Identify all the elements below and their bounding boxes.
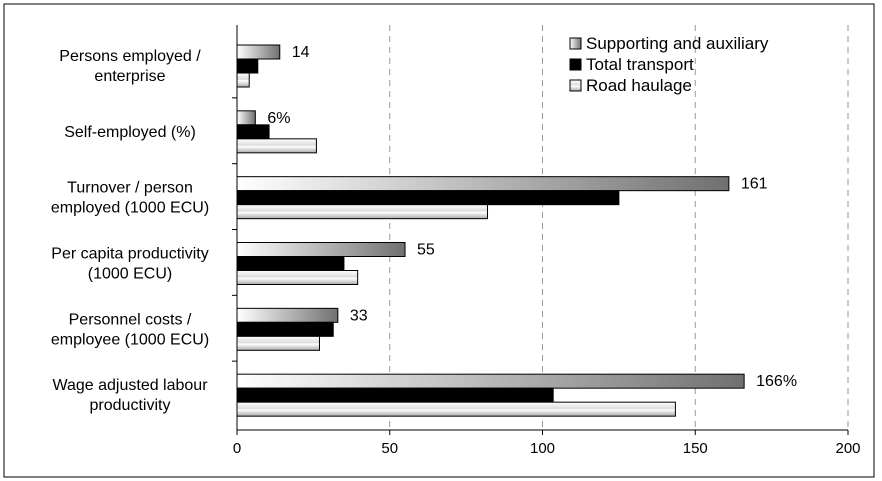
bar-supporting-and-auxiliary: [236, 242, 406, 257]
legend-swatch: [569, 37, 582, 50]
x-tick-label: 200: [835, 440, 860, 457]
data-label: 166%: [756, 373, 797, 390]
legend-label: Supporting and auxiliary: [586, 34, 769, 53]
data-label: 33: [350, 307, 368, 324]
legend-swatch: [569, 79, 582, 92]
bars: [236, 44, 745, 417]
legend-swatch: [569, 58, 582, 71]
category-label: (1000 ECU): [88, 266, 172, 283]
bar-supporting-and-auxiliary: [236, 44, 281, 60]
bar-supporting-and-auxiliary: [236, 373, 745, 389]
x-tick-label: 150: [683, 440, 708, 457]
bar-total-transport: [236, 190, 620, 206]
category-labels: Persons employed / enterprise Self-employe…: [51, 48, 209, 414]
x-tick-label: 0: [233, 440, 241, 457]
bar-total-transport: [236, 321, 334, 337]
category-label: Persons employed /: [59, 48, 201, 65]
category-label: productivity: [90, 397, 171, 414]
category-label: Per capita productivity: [51, 246, 208, 263]
category-label: employee (1000 ECU): [51, 331, 209, 348]
data-label: 14: [292, 44, 310, 61]
data-label: 6%: [267, 110, 290, 127]
bar-road-haulage: [236, 138, 317, 154]
data-label: 161: [741, 176, 768, 193]
bar-total-transport: [236, 256, 345, 271]
category-label: Wage adjusted labour: [52, 377, 208, 394]
bar-supporting-and-auxiliary: [236, 176, 730, 192]
bar-road-haulage: [236, 401, 676, 417]
category-label: Personnel costs /: [69, 311, 192, 328]
legend-label: Road haulage: [586, 76, 692, 95]
legend-label: Total transport: [586, 55, 694, 74]
data-labels: 14 6% 161 55 33 166%: [267, 44, 797, 390]
bar-road-haulage: [236, 204, 489, 220]
legend: Supporting and auxiliary Total transport R…: [569, 34, 769, 95]
category-label: employed (1000 ECU): [51, 200, 209, 217]
x-tick-label: 100: [530, 440, 555, 457]
category-label: enterprise: [94, 68, 165, 85]
bar-road-haulage: [236, 270, 359, 285]
x-tick-labels: 0 50 100 150 200: [233, 440, 861, 457]
category-label: Self-employed (%): [64, 124, 196, 141]
bar-road-haulage: [236, 72, 250, 88]
bar-total-transport: [236, 58, 259, 74]
bar-road-haulage: [236, 335, 320, 351]
category-label: Turnover / person: [67, 180, 193, 197]
gridlines: [389, 25, 849, 430]
bar-total-transport: [236, 387, 554, 403]
bar-total-transport: [236, 124, 270, 140]
bar-supporting-and-auxiliary: [236, 307, 339, 323]
bar-supporting-and-auxiliary: [236, 110, 256, 126]
data-label: 55: [417, 242, 435, 259]
x-tick-label: 50: [381, 440, 398, 457]
axes: [232, 25, 849, 435]
